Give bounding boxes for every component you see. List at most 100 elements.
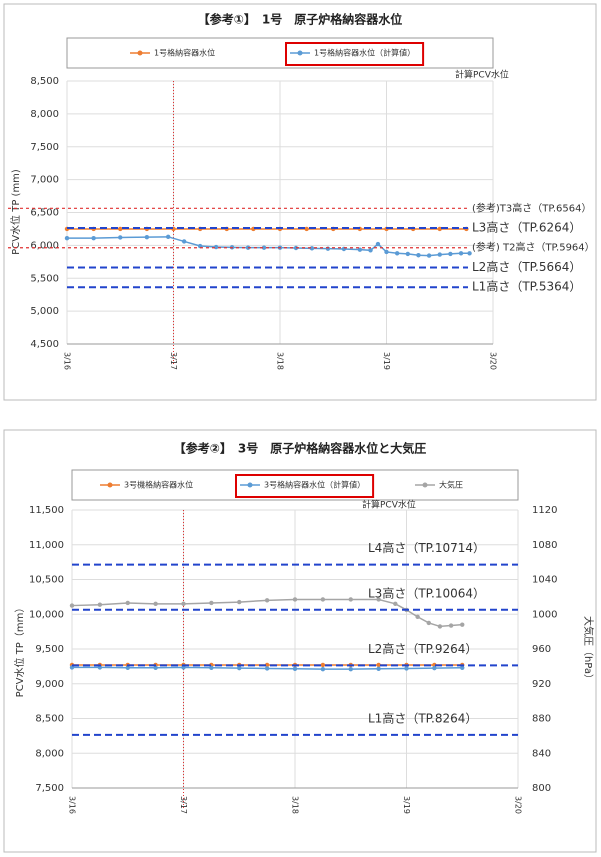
data-point xyxy=(209,665,214,670)
y-tick-label: 4,500 xyxy=(30,339,59,350)
data-point xyxy=(384,249,389,255)
x-tick-label: 3/18 xyxy=(276,352,285,370)
data-point xyxy=(404,666,409,671)
data-point xyxy=(375,241,381,247)
data-point xyxy=(165,234,171,240)
x-tick-label: 3/19 xyxy=(402,796,411,814)
reference-label: (参考) T2高さ（TP.5964） xyxy=(472,241,595,254)
y2-axis-label: 大気圧（hPa） xyxy=(582,616,595,684)
y-tick-label: 7,500 xyxy=(30,142,59,153)
data-point xyxy=(209,600,214,606)
reference-label: L2高さ（TP.9264） xyxy=(368,641,477,656)
y-tick-label: 11,500 xyxy=(29,505,64,516)
data-point xyxy=(415,614,420,620)
data-point xyxy=(125,600,130,606)
legend-highlight xyxy=(285,42,425,66)
x-tick-label: 3/16 xyxy=(68,796,77,814)
y2-tick-label: 840 xyxy=(532,748,551,759)
data-point xyxy=(376,666,381,672)
y-tick-label: 7,000 xyxy=(30,175,59,186)
data-point xyxy=(437,226,442,232)
data-point xyxy=(97,602,103,607)
y-tick-label: 7,500 xyxy=(35,783,64,794)
data-point xyxy=(264,666,270,671)
data-point xyxy=(405,251,410,257)
reference-label: L1高さ（TP.5364） xyxy=(472,279,581,294)
y2-tick-label: 1080 xyxy=(532,540,557,551)
data-point xyxy=(320,666,326,672)
y-tick-label: 8,000 xyxy=(30,109,59,120)
legend-label: 1号格納容器水位（計算値） xyxy=(314,48,415,58)
data-point xyxy=(467,251,472,256)
chart-title: 【参考①】 1号 原子炉格納容器水位 xyxy=(198,12,403,27)
y2-tick-label: 960 xyxy=(532,644,551,655)
y2-tick-label: 1040 xyxy=(532,575,557,586)
data-point xyxy=(348,666,353,672)
y-axis-label: PCV水位 TP (mm) xyxy=(9,169,22,255)
y-tick-label: 11,000 xyxy=(29,540,64,551)
data-point xyxy=(437,624,443,629)
x-tick-label: 3/19 xyxy=(382,352,391,370)
data-point xyxy=(437,252,442,257)
reference-label: L1高さ（TP.8264） xyxy=(368,710,477,725)
data-point xyxy=(292,597,298,602)
x-tick-label: 3/18 xyxy=(291,796,300,814)
chart-frame xyxy=(3,3,597,401)
data-point xyxy=(304,226,309,232)
data-point xyxy=(237,665,242,671)
data-point xyxy=(69,603,75,608)
data-point xyxy=(458,251,464,256)
data-point xyxy=(237,599,242,605)
data-point xyxy=(64,235,70,241)
legend-label: 大気圧 xyxy=(439,480,463,490)
data-point xyxy=(144,234,150,240)
data-point xyxy=(393,601,398,607)
data-point xyxy=(426,253,432,258)
data-point xyxy=(448,623,454,628)
data-point xyxy=(118,226,123,232)
x-tick-label: 3/20 xyxy=(489,352,498,370)
legend-marker xyxy=(297,50,303,56)
reference-label: L4高さ（TP.10714） xyxy=(368,540,485,555)
legend-label: 3号機格納容器水位 xyxy=(124,480,193,490)
y-axis-label: PCV水位 TP（mm） xyxy=(13,603,26,698)
data-point xyxy=(460,665,465,670)
data-point xyxy=(125,665,130,670)
data-point xyxy=(325,246,331,251)
reference-label: L3高さ（TP.10064） xyxy=(368,585,485,600)
y-tick-label: 9,000 xyxy=(35,679,64,690)
data-point xyxy=(197,243,203,249)
y-tick-label: 6,000 xyxy=(30,240,59,251)
y2-tick-label: 920 xyxy=(532,679,551,690)
y-tick-label: 5,000 xyxy=(30,306,59,317)
data-point xyxy=(460,622,465,627)
legend-marker xyxy=(247,482,253,488)
legend-highlight xyxy=(235,474,375,498)
chart-title: 【参考②】 3号 原子炉格納容器水位と大気圧 xyxy=(174,441,427,456)
series-line xyxy=(67,236,470,257)
data-point xyxy=(264,598,270,603)
y-tick-label: 5,500 xyxy=(30,273,59,284)
reference-label: L3高さ（TP.6264） xyxy=(472,220,581,235)
legend-marker xyxy=(137,50,143,56)
data-point xyxy=(91,235,96,241)
y-tick-label: 9,500 xyxy=(35,644,64,655)
annotation: 計算PCV水位 xyxy=(455,69,509,81)
legend-label: 3号格納容器水位（計算値） xyxy=(264,480,365,490)
data-point xyxy=(394,251,400,256)
legend-label: 1号格納容器水位 xyxy=(154,48,215,58)
data-point xyxy=(376,662,381,668)
data-point xyxy=(348,597,353,602)
data-point xyxy=(292,666,298,672)
y-tick-label: 10,000 xyxy=(29,609,64,620)
y-tick-label: 8,000 xyxy=(35,748,64,759)
data-point xyxy=(261,245,267,250)
data-point xyxy=(320,597,326,602)
y2-tick-label: 1120 xyxy=(532,505,557,516)
data-point xyxy=(153,665,158,670)
y-tick-label: 8,500 xyxy=(35,714,64,725)
y-tick-label: 10,500 xyxy=(29,575,64,586)
data-point xyxy=(368,248,373,253)
x-tick-label: 3/20 xyxy=(514,796,523,814)
